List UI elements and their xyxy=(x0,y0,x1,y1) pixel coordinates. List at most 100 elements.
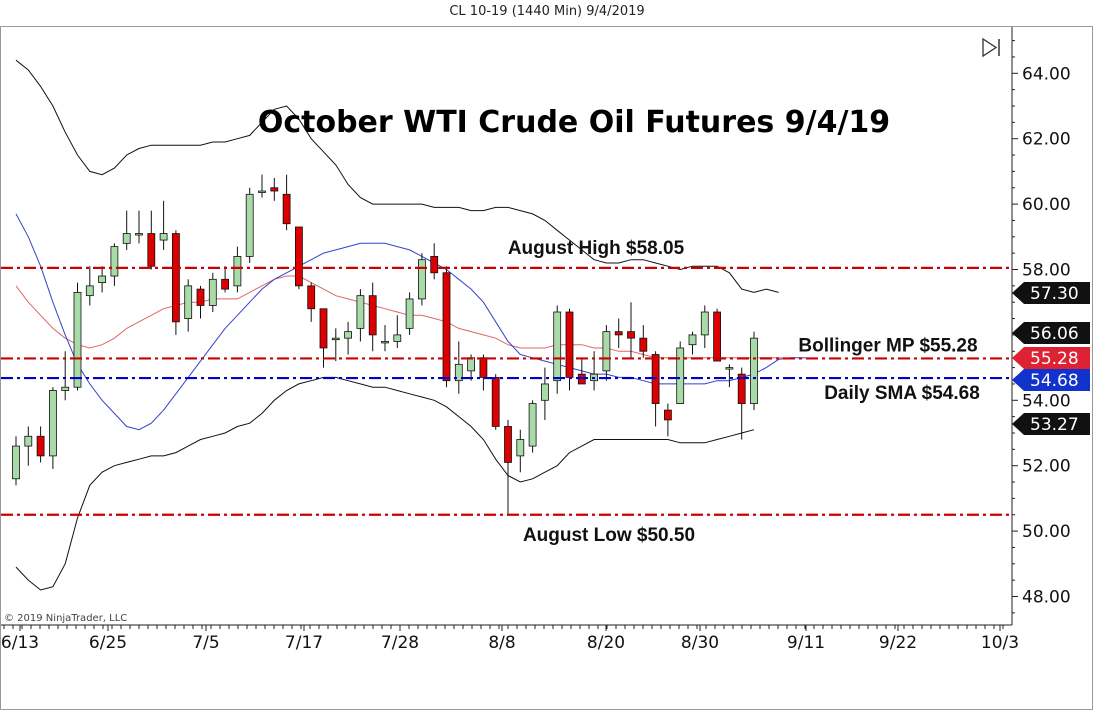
y-tick-label: 48.00 xyxy=(1022,588,1071,608)
candle-down xyxy=(737,373,746,404)
y-tick-label: 60.00 xyxy=(1022,195,1071,215)
window-title: CL 10-19 (1440 Min) 9/4/2019 xyxy=(449,4,645,19)
candle-up xyxy=(541,383,549,401)
x-tick-label: 7/17 xyxy=(285,633,323,653)
scroll-to-end-button[interactable] xyxy=(978,36,1004,58)
candle-up xyxy=(467,357,476,372)
x-tick-label: 8/8 xyxy=(488,633,515,653)
candle-down xyxy=(147,233,156,267)
sma-projection xyxy=(753,357,816,375)
candle-up xyxy=(602,331,611,372)
candle-down xyxy=(491,377,500,427)
candle-up xyxy=(405,298,414,329)
price-tag-label: 56.06 xyxy=(1030,324,1079,344)
candle-down xyxy=(442,272,451,382)
y-tick-label: 64.00 xyxy=(1022,64,1071,84)
candle-up xyxy=(61,386,70,391)
candle-up xyxy=(110,246,119,277)
candle-up xyxy=(184,285,193,319)
candle-up xyxy=(750,337,758,404)
bollinger-upper-line xyxy=(15,59,755,293)
candle-up xyxy=(258,190,266,193)
y-tick-label: 58.00 xyxy=(1022,261,1071,281)
y-tick-label: 62.00 xyxy=(1022,130,1071,150)
candle-up xyxy=(331,337,340,341)
candle-down xyxy=(307,285,316,310)
candle-up xyxy=(73,291,82,388)
candle-up xyxy=(688,334,697,346)
y-tick-label: 54.00 xyxy=(1022,391,1071,411)
level-label: Bollinger MP $55.28 xyxy=(798,335,977,356)
candle-up xyxy=(24,435,33,447)
candle-up xyxy=(700,311,709,336)
y-tick-label: 52.00 xyxy=(1022,457,1071,477)
x-tick-label: 6/13 xyxy=(1,633,39,653)
y-tick-label: 50.00 xyxy=(1022,522,1071,542)
price-tag-label: 55.28 xyxy=(1030,349,1079,369)
candle-up xyxy=(49,390,57,457)
candle-up xyxy=(356,295,365,329)
candle-up xyxy=(233,256,242,287)
candle-down xyxy=(36,435,45,457)
candle-down xyxy=(565,311,574,378)
candle-down xyxy=(282,193,291,225)
chart-frame xyxy=(0,26,1093,710)
candle-up xyxy=(454,363,463,382)
candle-up xyxy=(98,275,106,283)
x-tick-label: 9/22 xyxy=(879,633,917,653)
price-tag-label: 53.27 xyxy=(1030,415,1079,435)
price-tag xyxy=(1012,347,1090,369)
level-label: August Low $50.50 xyxy=(523,525,695,546)
x-tick-label: 7/28 xyxy=(381,633,419,653)
candle-up xyxy=(159,233,168,241)
candle-down xyxy=(713,311,721,362)
candle-down xyxy=(614,331,623,336)
candle-down xyxy=(627,331,635,339)
x-tick-label: 6/25 xyxy=(89,633,127,653)
candle-down xyxy=(639,337,648,352)
candle-down xyxy=(196,288,205,306)
x-tick-label: 8/30 xyxy=(681,633,719,653)
price-tag-label: 54.68 xyxy=(1030,371,1079,391)
candle-up xyxy=(245,193,254,257)
candle-down xyxy=(664,409,672,421)
candle-up xyxy=(676,347,685,404)
candle-up xyxy=(208,278,217,306)
candle-down xyxy=(319,308,328,349)
price-tag-label: 57.30 xyxy=(1030,284,1079,304)
candles xyxy=(12,174,758,515)
candle-up xyxy=(417,259,426,300)
price-tag xyxy=(1012,282,1090,304)
candle-up xyxy=(381,341,389,344)
price-tag xyxy=(1012,413,1090,435)
price-tag xyxy=(1012,322,1090,344)
candle-up xyxy=(122,233,131,244)
candle-down xyxy=(270,187,279,192)
level-label: August High $58.05 xyxy=(508,238,685,259)
time-axis[interactable]: 6/13 6/25 7/5 7/17 7/28 8/8 8/20 8/30 9/11 9/22 10… xyxy=(1,625,1019,653)
candle-up xyxy=(528,403,537,447)
candle-up xyxy=(553,311,562,382)
candle-down xyxy=(294,226,303,287)
candle-up xyxy=(135,233,143,236)
candle-down xyxy=(221,278,230,290)
x-tick-label: 10/3 xyxy=(981,633,1019,653)
bollinger-upper-projection xyxy=(753,288,779,293)
level-label: Daily SMA $54.68 xyxy=(824,383,980,404)
x-tick-label: 9/11 xyxy=(787,633,825,653)
bollinger-lower-line xyxy=(15,376,755,591)
candle-down xyxy=(430,256,439,274)
price-tag xyxy=(1012,369,1090,391)
candle-down xyxy=(368,295,377,336)
candle-up xyxy=(393,334,402,342)
candle-up xyxy=(725,367,734,370)
chart-title: October WTI Crude Oil Futures 9/4/19 xyxy=(258,105,890,140)
candle-down xyxy=(479,357,488,378)
candle-up xyxy=(85,285,94,297)
candle-up xyxy=(344,331,353,339)
x-tick-label: 7/5 xyxy=(192,633,219,653)
horizontal-lines[interactable]: August High $58.05 Bollinger MP $55.28 Dai… xyxy=(1,238,1012,546)
candle-up xyxy=(12,445,20,480)
